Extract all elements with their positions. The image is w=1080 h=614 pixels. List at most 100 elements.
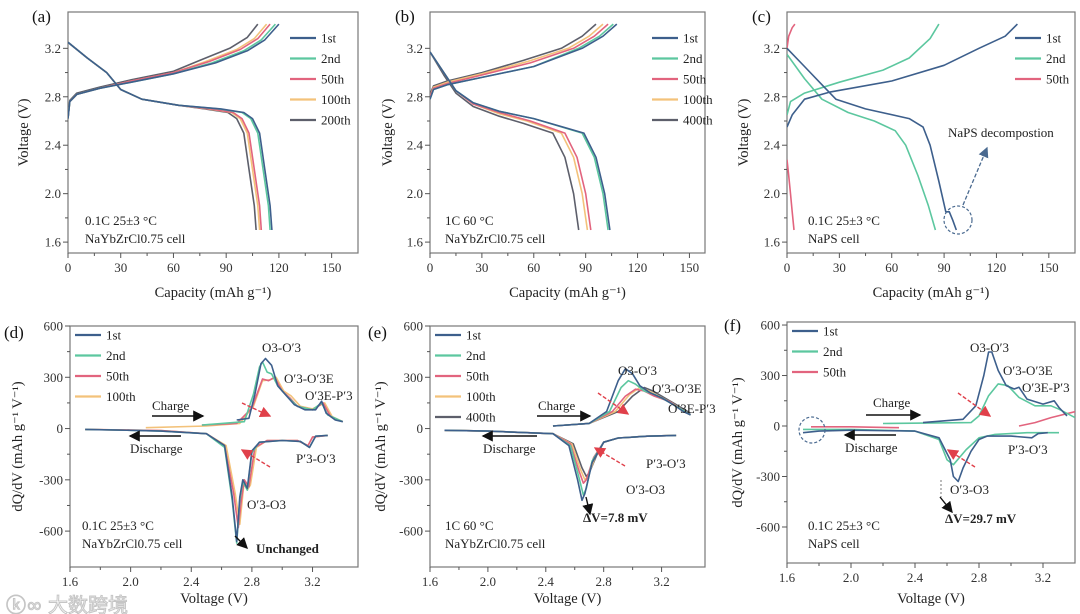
legend-item: 100th	[435, 389, 496, 404]
annotation-text: O′3-O3	[626, 482, 665, 497]
x-axis-label-text: Voltage (V)	[180, 591, 248, 607]
x-axis-label-text: Voltage (V)	[534, 591, 602, 607]
y-tick-label: 3.2	[407, 41, 423, 56]
series-1st-charge-line	[922, 351, 1068, 424]
x-tick-label: 3.2	[1035, 570, 1051, 585]
legend-item: 50th	[1015, 72, 1070, 87]
legend-item: 400th	[652, 113, 713, 128]
annotation-text: O′3E-P′3	[668, 401, 716, 416]
x-axis-label: Capacity (mAh g⁻¹)	[509, 285, 626, 301]
annotation-text: Discharge	[483, 441, 536, 456]
panel-b: 0 30 60 90 120 150 1.6 2.0 2.4 2.8 3.2 Capacity (mA…	[380, 7, 713, 301]
legend-label: 2nd	[683, 51, 703, 66]
x-tick-label: 0	[427, 260, 434, 275]
x-tick-label: 150	[322, 260, 342, 275]
legend-item: 200th	[290, 113, 351, 128]
highlight-circle	[798, 416, 826, 444]
legend-item: 2nd	[435, 348, 486, 363]
x-tick-label: 2.4	[907, 570, 924, 585]
legend-label: 100th	[466, 389, 496, 404]
y-tick-label: 600	[761, 318, 781, 333]
arrow-icon	[582, 496, 594, 516]
watermark: ⓚ∞ 大数跨境	[6, 593, 129, 614]
annotation-text: NaYbZrCl0.75 cell	[85, 231, 186, 246]
panel-label: (a)	[32, 7, 51, 26]
x-tick-label: 2.8	[596, 574, 612, 589]
series-1st-charge-line	[552, 367, 691, 427]
series-50th-charge-line	[430, 23, 609, 98]
x-tick-label: 2.8	[244, 574, 260, 589]
y-tick-label: -300	[756, 469, 780, 484]
series-100th-discharge-line	[85, 428, 328, 526]
y-tick-label: 2.0	[764, 186, 780, 201]
x-tick-label: 30	[475, 260, 488, 275]
x-tick-label: 0	[65, 260, 72, 275]
y-tick-label: 3.2	[764, 41, 780, 56]
annotation-text: O′3-O3	[247, 497, 286, 512]
panel-f: 1.6 2.0 2.4 2.8 3.2 -600 -300 0 300 600 Voltage (V…	[724, 316, 1076, 607]
legend-label: 50th	[683, 72, 707, 87]
legend-label: 50th	[823, 365, 847, 380]
legend-label: 100th	[321, 92, 351, 107]
annotation-text: O′3-O′3E	[652, 381, 702, 396]
legend-item: 100th	[75, 389, 136, 404]
legend-label: 1st	[106, 328, 122, 343]
plot-frame	[786, 11, 1076, 254]
series-2nd-discharge-line	[787, 53, 937, 231]
annotation-text: 0.1C 25±3 °C	[808, 213, 880, 228]
annotation-text: P′3-O′3	[1008, 442, 1048, 457]
x-axis-label: Voltage (V)	[534, 591, 602, 607]
trend-arrow-icon	[957, 392, 992, 417]
plot-frame	[429, 11, 706, 254]
legend-label: 1st	[321, 31, 337, 46]
y-tick-label: -600	[399, 524, 423, 539]
legend-item: 1st	[290, 31, 337, 46]
x-tick-label: 2.0	[123, 574, 139, 589]
legend-label: 200th	[321, 113, 351, 128]
x-axis-label: Capacity (mAh g⁻¹)	[155, 285, 272, 301]
x-tick-label: 3.2	[304, 574, 320, 589]
legend-item: 2nd	[1015, 51, 1066, 66]
x-tick-label: 3.2	[653, 574, 669, 589]
x-tick-label: 2.8	[971, 570, 987, 585]
x-tick-label: 150	[1039, 260, 1059, 275]
series-1st-discharge-line	[444, 429, 677, 502]
annotation-text: O′3-O′3E	[1003, 363, 1053, 378]
x-tick-label: 30	[114, 260, 127, 275]
annotation-text: 0.1C 25±3 °C	[85, 213, 157, 228]
x-tick-label: 120	[628, 260, 648, 275]
x-tick-label: 90	[579, 260, 592, 275]
legend-item: 1st	[652, 31, 699, 46]
series-1st-charge-line	[430, 23, 618, 100]
legend-label: 1st	[1046, 31, 1062, 46]
annotation-text: NaPS cell	[808, 536, 860, 551]
trend-arrow-icon	[241, 402, 272, 417]
x-tick-label: 2.4	[183, 574, 200, 589]
legend-item: 1st	[75, 328, 122, 343]
x-tick-label: 90	[938, 260, 951, 275]
annotation-text: NaYbZrCl0.75 cell	[445, 536, 546, 551]
y-tick-label: -600	[756, 519, 780, 534]
annotation-text: ΔV=29.7 mV	[945, 511, 1017, 526]
legend-label: 1st	[466, 328, 482, 343]
y-tick-label: 0	[774, 419, 781, 434]
series-1st-discharge-line	[802, 429, 1048, 483]
x-axis-label-text: Capacity (mAh g⁻¹)	[509, 285, 626, 301]
series-group	[430, 23, 618, 231]
plot-frame	[67, 11, 359, 254]
x-axis-label-text: Capacity (mAh g⁻¹)	[873, 285, 990, 301]
series-100th-charge-line	[430, 23, 604, 98]
legend-label: 2nd	[466, 348, 486, 363]
watermark-text: 大数跨境	[48, 593, 128, 614]
legend-label: 100th	[683, 92, 713, 107]
annotation-text: O3-O′3	[970, 340, 1009, 355]
y-axis-label: dQ/dV (mAh g⁻¹ V⁻¹)	[373, 381, 389, 511]
annotation-text: 0.1C 25±3 °C	[808, 518, 880, 533]
y-tick-label: 300	[761, 368, 781, 383]
x-axis-label: Voltage (V)	[180, 591, 248, 607]
y-tick-label: 1.6	[407, 235, 424, 250]
x-tick-label: 120	[269, 260, 289, 275]
annotation-text: O′3E-P′3	[1022, 380, 1070, 395]
x-axis-label-text: Capacity (mAh g⁻¹)	[155, 285, 272, 301]
y-tick-label: 2.4	[764, 138, 781, 153]
